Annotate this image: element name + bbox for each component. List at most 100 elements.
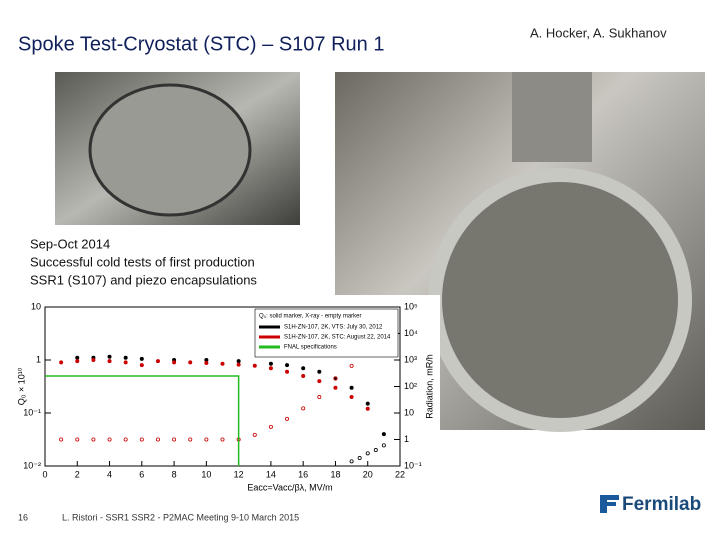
x-tick-label: 14 bbox=[266, 469, 276, 479]
spec-line bbox=[45, 375, 240, 466]
xray-point bbox=[75, 437, 80, 442]
q0-point bbox=[75, 359, 80, 364]
x-tick-label: 16 bbox=[298, 469, 308, 479]
x-tick-label: 0 bbox=[42, 469, 47, 479]
photo-flange bbox=[428, 168, 692, 432]
xray-point bbox=[188, 437, 193, 442]
y2-tick-label: 10⁵ bbox=[404, 301, 418, 311]
q0-point bbox=[123, 360, 128, 365]
xray-point bbox=[268, 424, 273, 429]
y2-tick-label: 10⁴ bbox=[404, 328, 418, 338]
xray-point bbox=[91, 437, 96, 442]
xray-point bbox=[220, 437, 225, 442]
legend-label: S1H-ZN-107, 2K, STC: August 22, 2014 bbox=[284, 335, 391, 341]
xray-point bbox=[204, 437, 209, 442]
x-tick-label: 2 bbox=[75, 469, 80, 479]
x-tick-label: 12 bbox=[234, 469, 244, 479]
xray-point bbox=[349, 459, 354, 464]
y-tick-label: 10⁻¹ bbox=[23, 407, 41, 417]
citation: L. Ristori - SSR1 SSR2 - P2MAC Meeting 9… bbox=[62, 512, 299, 522]
q0-point bbox=[139, 356, 144, 361]
xray-point bbox=[317, 395, 322, 400]
xray-point bbox=[139, 437, 144, 442]
q0-point bbox=[236, 359, 241, 364]
logo-icon bbox=[607, 495, 619, 500]
xray-point bbox=[123, 437, 128, 442]
q0-point bbox=[285, 369, 290, 374]
q0-point bbox=[381, 432, 386, 437]
q0-point bbox=[59, 360, 64, 365]
y2-tick-label: 10 bbox=[404, 407, 414, 417]
q0-point bbox=[188, 360, 193, 365]
q0-point bbox=[107, 354, 112, 359]
q0-point bbox=[333, 385, 338, 390]
x-axis-label: Eacc=Vacc/βλ, MV/m bbox=[247, 482, 332, 492]
legend-box bbox=[254, 308, 399, 358]
y2-tick-label: 1 bbox=[404, 434, 409, 444]
q0-point bbox=[268, 366, 273, 371]
xray-point bbox=[381, 443, 386, 448]
slide-title: Spoke Test-Cryostat (STC) – S107 Run 1 bbox=[18, 33, 384, 55]
y2-tick-label: 10⁻¹ bbox=[404, 460, 422, 470]
q0-point bbox=[349, 395, 354, 400]
body-text: Successful cold tests of first productio… bbox=[30, 254, 255, 269]
y-tick-label: 10 bbox=[31, 301, 41, 311]
q0-point bbox=[317, 379, 322, 384]
y-tick-label: 1 bbox=[36, 354, 41, 364]
q0-point bbox=[301, 373, 306, 378]
q0-point bbox=[91, 358, 96, 362]
xray-point bbox=[107, 437, 112, 442]
xray-point bbox=[285, 416, 290, 421]
xray-point bbox=[365, 451, 370, 456]
q0-point bbox=[204, 358, 209, 362]
logo-icon bbox=[600, 495, 607, 513]
y2-tick-label: 10² bbox=[404, 381, 417, 391]
xray-point bbox=[333, 376, 338, 381]
q0-point bbox=[236, 362, 241, 367]
q0-point bbox=[107, 359, 112, 364]
xray-point bbox=[373, 448, 378, 453]
xray-point bbox=[59, 437, 64, 442]
y-axis-label: Q₀ × 10¹⁰ bbox=[16, 367, 26, 405]
q0-point bbox=[365, 406, 370, 411]
q0-point bbox=[301, 366, 306, 371]
xray-point bbox=[252, 432, 257, 437]
q0-point bbox=[365, 401, 370, 406]
x-tick-label: 18 bbox=[330, 469, 340, 479]
xray-point bbox=[301, 406, 306, 411]
legend-label: FNAL specifications bbox=[284, 345, 337, 351]
q0-point bbox=[349, 385, 354, 390]
y2-axis-label: Radiation, mR/h bbox=[424, 354, 434, 419]
x-tick-label: 4 bbox=[107, 469, 112, 479]
q0-point bbox=[139, 363, 144, 368]
q0-point bbox=[155, 359, 160, 364]
authors: A. Hocker, A. Sukhanov bbox=[530, 25, 667, 40]
body-text: Sep-Oct 2014 bbox=[30, 236, 110, 251]
xray-point bbox=[349, 363, 354, 368]
logo-icon bbox=[607, 502, 616, 506]
xray-point bbox=[172, 437, 177, 442]
x-tick-label: 10 bbox=[201, 469, 211, 479]
x-tick-label: 6 bbox=[139, 469, 144, 479]
q0-point bbox=[123, 355, 128, 360]
legend-title: Q₀: solid marker, X-ray - empty marker bbox=[259, 314, 362, 320]
x-tick-label: 22 bbox=[395, 469, 405, 479]
q0-point bbox=[268, 361, 273, 366]
q0-point bbox=[285, 363, 290, 368]
y2-tick-label: 10³ bbox=[404, 354, 417, 364]
q0-point bbox=[204, 360, 209, 365]
photo-column bbox=[512, 72, 592, 162]
logo-text: Fermilab bbox=[622, 494, 701, 515]
photo-detail bbox=[88, 83, 252, 217]
x-tick-label: 8 bbox=[172, 469, 177, 479]
q0-point bbox=[220, 361, 225, 366]
q0-point bbox=[172, 360, 177, 365]
body-text: SSR1 (S107) and piezo encapsulations bbox=[30, 272, 257, 287]
q0-point bbox=[317, 369, 322, 374]
xray-point bbox=[357, 456, 362, 461]
q0-point bbox=[252, 363, 257, 368]
x-tick-label: 20 bbox=[363, 469, 373, 479]
xray-point bbox=[155, 437, 160, 442]
